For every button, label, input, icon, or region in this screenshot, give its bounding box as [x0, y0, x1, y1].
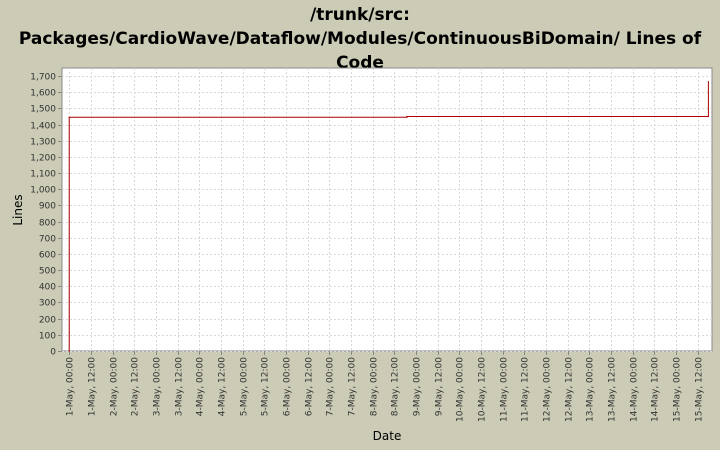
y-tick-label: 100 — [39, 332, 56, 342]
x-tick-label: 12-May, 00:00 — [543, 357, 553, 422]
x-axis-label: Date — [373, 429, 402, 443]
grid — [62, 68, 712, 352]
y-tick-label: 700 — [39, 235, 56, 245]
y-tick-label: 1,600 — [30, 89, 56, 99]
y-tick-label: 800 — [39, 219, 56, 229]
x-tick-label: 7-May, 00:00 — [326, 357, 336, 417]
x-tick-label: 3-May, 12:00 — [175, 357, 185, 417]
chart-title-line-1: /trunk/src: — [310, 5, 410, 25]
x-tick-label: 9-May, 12:00 — [435, 357, 445, 417]
series-layer — [68, 81, 710, 352]
x-tick-label: 6-May, 12:00 — [305, 357, 315, 417]
x-tick-label: 8-May, 00:00 — [370, 357, 380, 417]
x-tick-label: 1-May, 12:00 — [88, 357, 98, 417]
x-tick-label: 14-May, 00:00 — [630, 357, 640, 422]
x-tick-label: 1-May, 00:00 — [66, 357, 76, 417]
y-tick-label: 1,500 — [30, 105, 56, 115]
x-tick-label: 13-May, 00:00 — [586, 357, 596, 422]
x-tick-label: 5-May, 12:00 — [261, 357, 271, 417]
y-tick-label: 200 — [39, 316, 56, 326]
y-tick-label: 1,400 — [30, 122, 56, 132]
x-tick-label: 11-May, 12:00 — [521, 357, 531, 422]
y-tick-label: 600 — [39, 251, 56, 261]
y-axis-label: Lines — [11, 194, 25, 225]
y-tick-label: 1,100 — [30, 170, 56, 180]
x-tick-label: 3-May, 00:00 — [153, 357, 163, 417]
data-point — [68, 350, 70, 352]
y-axis: 0 100 200 300 400 500 600 700 800 900 1,000 1,100 1,… — [30, 73, 62, 358]
y-tick-label: 300 — [39, 299, 56, 309]
y-tick-label: 400 — [39, 283, 56, 293]
y-tick-label: 1,300 — [30, 138, 56, 148]
x-tick-label: 7-May, 12:00 — [348, 357, 358, 417]
y-tick-label: 900 — [39, 202, 56, 212]
x-tick-label: 10-May, 12:00 — [478, 357, 488, 422]
x-tick-label: 5-May, 00:00 — [240, 357, 250, 417]
y-tick-label: 0 — [50, 348, 56, 358]
x-tick-label: 15-May, 12:00 — [695, 357, 705, 422]
x-tick-label: 14-May, 12:00 — [651, 357, 661, 422]
data-point — [68, 116, 70, 118]
x-tick-label: 11-May, 00:00 — [500, 357, 510, 422]
plot-area — [61, 67, 713, 352]
data-point — [406, 115, 408, 118]
x-tick-label: 4-May, 12:00 — [218, 357, 228, 417]
y-tick-label: 1,700 — [30, 73, 56, 83]
x-tick-label: 13-May, 12:00 — [608, 357, 618, 422]
x-tick-label: 2-May, 12:00 — [131, 357, 141, 417]
data-point — [707, 115, 710, 118]
data-point — [707, 81, 710, 83]
y-tick-label: 500 — [39, 267, 56, 277]
x-axis: 1-May, 00:00 1-May, 12:00 2-May, 00:00 2-Ma… — [66, 351, 705, 422]
x-tick-label: 9-May, 00:00 — [413, 357, 423, 417]
chart-title-line-2: Packages/CardioWave/Dataflow/Modules/Con… — [18, 29, 702, 49]
x-tick-label: 4-May, 00:00 — [196, 357, 206, 417]
y-tick-label: 1,000 — [30, 186, 56, 196]
x-tick-label: 8-May, 12:00 — [391, 357, 401, 417]
x-tick-label: 2-May, 00:00 — [110, 357, 120, 417]
x-tick-label: 15-May, 00:00 — [673, 357, 683, 422]
x-tick-label: 6-May, 00:00 — [283, 357, 293, 417]
x-tick-label: 12-May, 12:00 — [565, 357, 575, 422]
y-tick-label: 1,200 — [30, 154, 56, 164]
x-tick-label: 10-May, 00:00 — [456, 357, 466, 422]
